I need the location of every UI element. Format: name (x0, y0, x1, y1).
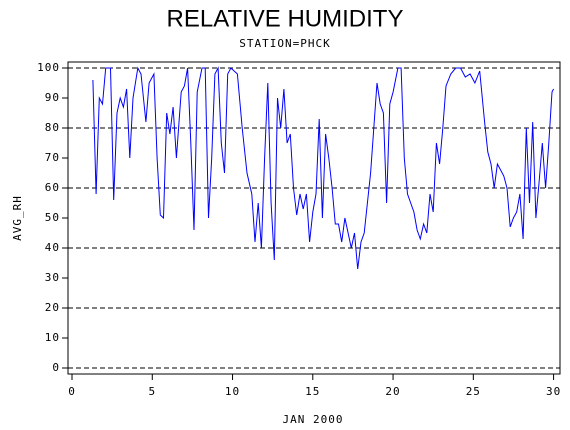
y-tick-label: 40 (45, 241, 60, 254)
y-tick-label: 80 (45, 121, 60, 134)
y-tick-label: 70 (45, 151, 60, 164)
x-tick-label: 5 (148, 385, 156, 398)
x-tick-label: 15 (305, 385, 320, 398)
x-tick-label: 10 (225, 385, 240, 398)
y-tick-label: 0 (52, 361, 60, 374)
y-tick-label: 30 (45, 271, 60, 284)
y-tick-label: 10 (45, 331, 60, 344)
chart-subtitle: STATION=PHCK (239, 37, 330, 50)
y-tick-label: 60 (45, 181, 60, 194)
plot-frame (67, 61, 561, 375)
x-axis-label: JAN 2000 (283, 413, 344, 426)
chart-title: RELATIVE HUMIDITY (167, 5, 404, 32)
y-axis-label: AVG_RH (11, 195, 24, 241)
x-tick-label: 20 (385, 385, 400, 398)
x-tick-label: 25 (466, 385, 481, 398)
x-tick-label: 0 (68, 385, 76, 398)
y-tick-label: 90 (45, 91, 60, 104)
x-tick-label: 30 (546, 385, 561, 398)
y-tick-label: 20 (45, 301, 60, 314)
y-tick-label: 50 (45, 211, 60, 224)
data-line (92, 66, 555, 270)
y-tick-label: 100 (37, 61, 60, 74)
